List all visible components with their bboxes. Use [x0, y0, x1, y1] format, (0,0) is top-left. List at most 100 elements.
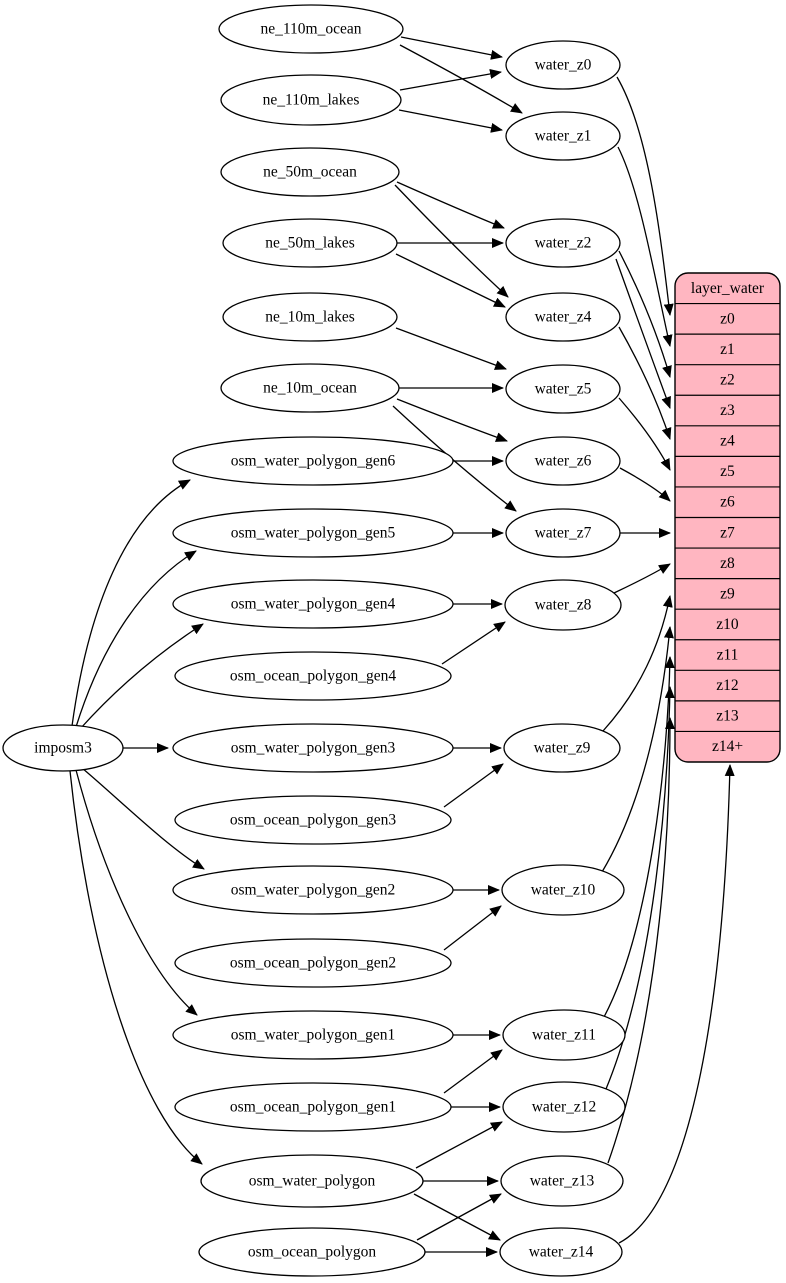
- edge-osm_water_polygon-to-water_z14: [413, 1193, 501, 1241]
- edge-water_z1-to-row_z1: [617, 146, 673, 347]
- osm_water_polygon_gen4-shape: [172, 579, 454, 629]
- edge-ne_110m_lakes-to-water_z0: [399, 69, 502, 91]
- edge-ne_10m_lakes-to-water_z5: [395, 327, 507, 370]
- edge-imposm3-to-osm_water_polygon_gen5: [75, 550, 197, 728]
- water_z13-label: water_z13: [530, 1173, 595, 1190]
- water_z11-label: water_z11: [532, 1027, 596, 1044]
- node-ne_10m_lakes: ne_10m_lakes: [222, 292, 398, 342]
- edge-water_z6-to-row_z6: [619, 467, 671, 502]
- node-water_z2: water_z2: [505, 218, 621, 268]
- node-osm_water_polygon_gen3: osm_water_polygon_gen3: [172, 723, 454, 773]
- ne_10m_ocean-shape: [220, 363, 400, 413]
- node-osm_water_polygon_gen4: osm_water_polygon_gen4: [172, 579, 454, 629]
- node-water_z10: water_z10: [501, 864, 625, 916]
- record-row-z4: z4: [720, 433, 735, 450]
- node-water_z11: water_z11: [502, 1009, 626, 1061]
- osm_ocean_polygon-label: osm_ocean_polygon: [248, 1244, 377, 1261]
- edge-ne_50m_lakes-to-water_z4: [395, 253, 506, 308]
- node-osm_water_polygon: osm_water_polygon: [200, 1154, 424, 1208]
- edge-ne_110m_lakes-to-water_z1: [398, 109, 503, 133]
- record-row-z5: z5: [720, 463, 735, 480]
- osm_water_polygon_gen5-shape: [172, 508, 454, 558]
- node-ne_10m_ocean: ne_10m_ocean: [220, 363, 400, 413]
- water_z0-label: water_z0: [535, 57, 592, 74]
- osm_water_polygon_gen1-shape: [172, 1010, 454, 1060]
- record-row-z13: z13: [716, 708, 739, 725]
- edge-water_z11-to-row_z11: [603, 656, 675, 1018]
- node-osm_ocean_polygon_gen1: osm_ocean_polygon_gen1: [174, 1082, 452, 1132]
- node-imposm3: imposm3: [2, 724, 124, 772]
- record-title: layer_water: [691, 280, 765, 297]
- edge-imposm3-to-osm_water_polygon_gen4: [79, 623, 204, 730]
- ne_10m_ocean-label: ne_10m_ocean: [263, 380, 357, 397]
- water_z9-label: water_z9: [534, 740, 591, 757]
- node-osm_ocean_polygon_gen3: osm_ocean_polygon_gen3: [174, 795, 452, 845]
- nodes: imposm3 ne_110m_ocean ne_110m_lakes ne_50m_…: [2, 4, 626, 1277]
- osm_water_polygon_gen2-label: osm_water_polygon_gen2: [231, 882, 395, 899]
- record-row-z2: z2: [720, 371, 735, 388]
- node-osm_ocean_polygon: osm_ocean_polygon: [198, 1227, 426, 1277]
- edge-ne_10m_ocean-to-water_z6: [396, 398, 508, 442]
- node-water_z12: water_z12: [502, 1081, 626, 1133]
- ne_50m_ocean-label: ne_50m_ocean: [263, 164, 357, 181]
- osm_water_polygon_gen4-label: osm_water_polygon_gen4: [231, 596, 396, 613]
- record-row-z7: z7: [720, 524, 735, 541]
- edge-water_z8-to-row_z8: [613, 563, 671, 594]
- edge-osm_ocean_polygon_gen1-to-water_z11: [443, 1049, 503, 1094]
- imposm3-shape: [2, 724, 124, 772]
- edge-water_z2-to-row_z3: [615, 258, 671, 409]
- edge-ne_10m_ocean-to-water_z7: [392, 405, 517, 512]
- edge-water_z4-to-row_z4: [618, 326, 672, 440]
- ne_50m_lakes-label: ne_50m_lakes: [265, 235, 355, 252]
- water_z13-shape: [500, 1155, 624, 1207]
- node-water_z14: water_z14: [499, 1227, 623, 1277]
- ne_110m_lakes-label: ne_110m_lakes: [263, 92, 360, 109]
- node-water_z4: water_z4: [505, 292, 621, 342]
- water_z0-shape: [505, 40, 621, 90]
- node-osm_water_polygon_gen5: osm_water_polygon_gen5: [172, 508, 454, 558]
- edge-imposm3-to-osm_water_polygon: [69, 770, 203, 1165]
- edge-water_z0-to-row_z0: [616, 76, 674, 316]
- edge-imposm3-to-osm_water_polygon_gen6: [71, 479, 191, 727]
- water_z14-label: water_z14: [529, 1244, 594, 1261]
- edge-ne_110m_ocean-to-water_z1: [399, 44, 523, 114]
- water_z14-shape: [499, 1227, 623, 1277]
- node-water_z0: water_z0: [505, 40, 621, 90]
- record-row-z10: z10: [716, 616, 739, 633]
- edge-water_z5-to-row_z5: [618, 397, 671, 471]
- water_z10-label: water_z10: [531, 882, 596, 899]
- water_z5-label: water_z5: [535, 381, 592, 398]
- node-water_z1: water_z1: [505, 111, 621, 161]
- ne_10m_lakes-shape: [222, 292, 398, 342]
- water_z12-label: water_z12: [532, 1099, 597, 1116]
- water_z9-shape: [503, 723, 621, 773]
- record-row-z14+: z14+: [712, 738, 743, 755]
- node-osm_ocean_polygon_gen2: osm_ocean_polygon_gen2: [174, 938, 452, 988]
- osm_ocean_polygon_gen2-label: osm_ocean_polygon_gen2: [230, 955, 396, 972]
- water_z1-label: water_z1: [535, 128, 592, 145]
- osm_ocean_polygon-shape: [198, 1227, 426, 1277]
- ne_110m_ocean-shape: [218, 4, 404, 54]
- ne_110m_lakes-shape: [220, 74, 402, 126]
- record-row-z6: z6: [720, 494, 735, 511]
- node-water_z7: water_z7: [505, 508, 621, 558]
- osm_water_polygon-label: osm_water_polygon: [249, 1173, 376, 1190]
- edge-water_z14-to-row_z14+: [618, 764, 735, 1244]
- record-row-z9: z9: [720, 585, 735, 602]
- record-layer_water: layer_water z0 z1 z2 z3 z4 z5 z6 z7 z8 z9 z10 z11 z12…: [674, 272, 781, 763]
- edge-osm_ocean_polygon_gen4-to-water_z8: [441, 621, 506, 665]
- osm_water_polygon_gen6-shape: [172, 436, 454, 486]
- osm_water_polygon_gen3-shape: [172, 723, 454, 773]
- water_z8-shape: [504, 579, 622, 631]
- record-row-z3: z3: [720, 402, 735, 419]
- node-ne_110m_ocean: ne_110m_ocean: [218, 4, 404, 54]
- osm_ocean_polygon_gen4-label: osm_ocean_polygon_gen4: [230, 668, 396, 685]
- water_z2-shape: [505, 218, 621, 268]
- ne_50m_lakes-shape: [222, 218, 398, 268]
- edge-imposm3-to-osm_water_polygon_gen2: [81, 767, 205, 870]
- osm_water_polygon_gen2-shape: [172, 865, 454, 915]
- node-water_z9: water_z9: [503, 723, 621, 773]
- node-ne_110m_lakes: ne_110m_lakes: [220, 74, 402, 126]
